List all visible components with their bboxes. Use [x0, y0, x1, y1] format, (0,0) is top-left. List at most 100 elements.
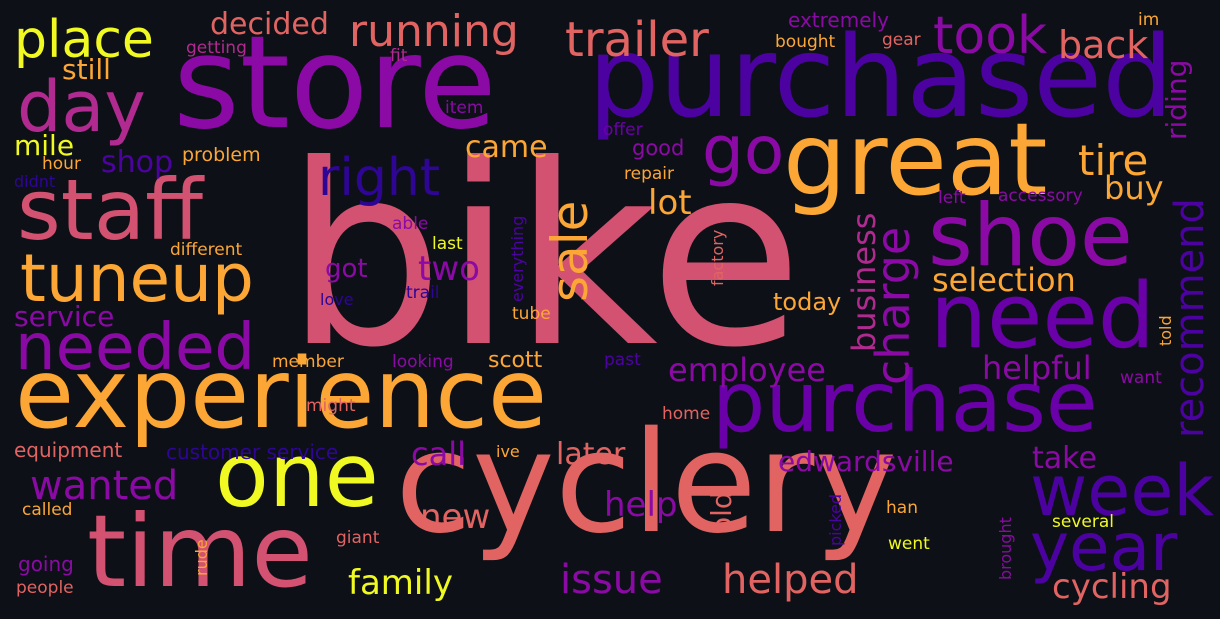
word-member: member	[272, 352, 344, 372]
word-need: need	[930, 264, 1155, 369]
word-didnt: didnt	[14, 172, 56, 191]
word-experience: experience	[15, 338, 548, 450]
word-hour: hour	[42, 154, 81, 174]
word-ive: ive	[496, 442, 520, 461]
word-still: still	[62, 53, 111, 86]
word-wanted: wanted	[30, 463, 179, 509]
word-tire: tire	[1078, 136, 1149, 185]
word-going: going	[18, 552, 74, 576]
word-purchase: purchase	[712, 353, 1098, 451]
word-bought: bought	[775, 32, 836, 52]
word-might: might	[306, 396, 356, 416]
word-place: place	[14, 10, 154, 70]
word-everything: everything	[508, 215, 527, 302]
word-shoe: shoe	[928, 186, 1133, 286]
word-trailer: trailer	[565, 12, 709, 68]
word-want: want	[1120, 368, 1162, 388]
word-later: later	[556, 437, 626, 472]
word-equipment: equipment	[14, 438, 123, 462]
word-past: past	[604, 350, 641, 370]
word-buy: buy	[1104, 169, 1164, 207]
word-selection: selection	[932, 261, 1076, 299]
word-running: running	[349, 6, 519, 57]
word-one: one	[215, 424, 379, 527]
word-old: old	[705, 491, 738, 534]
word-item: item	[445, 98, 484, 118]
word-tube: tube	[512, 304, 551, 324]
word-problem: problem	[182, 144, 261, 166]
word-lot: lot	[648, 183, 692, 223]
word-customer-service: customer service	[166, 440, 339, 464]
word-week: week	[1030, 450, 1214, 532]
word-sale: sale	[541, 200, 599, 302]
word-rude: rude	[192, 539, 211, 576]
word-people: people	[16, 578, 74, 598]
word-purchased: purchased	[588, 13, 1174, 143]
word-han: han	[886, 498, 918, 518]
word-helpful: helpful	[982, 349, 1092, 387]
word-helped: helped	[722, 557, 859, 603]
word-call: call	[411, 435, 466, 473]
word-came: came	[465, 130, 548, 165]
word-new: new	[420, 497, 491, 537]
word-edwardsville: edwardsville	[778, 445, 954, 478]
word-repair: repair	[624, 164, 674, 184]
word-issue: issue	[560, 557, 663, 603]
word-scott: scott	[488, 348, 543, 373]
word-went: went	[888, 534, 930, 554]
word-recommend: recommend	[1167, 198, 1213, 438]
word-extremely: extremely	[788, 8, 889, 32]
word-bike: bike	[285, 111, 803, 402]
word-home: home	[662, 404, 711, 424]
word-shop: shop	[101, 145, 174, 180]
word-called: called	[22, 500, 73, 520]
word-giant: giant	[336, 528, 380, 548]
word-today: today	[773, 288, 842, 316]
word-accessory: accessory	[998, 186, 1083, 206]
word-offer: offer	[603, 120, 643, 140]
word-looking: looking	[392, 352, 454, 372]
word-tuneup: tuneup	[20, 240, 254, 317]
word-year: year	[1030, 509, 1178, 586]
word-go: go	[702, 112, 785, 189]
word-left: left	[938, 188, 966, 208]
word-able: able	[392, 214, 429, 234]
word-decided: decided	[210, 7, 329, 42]
word-trail: trail	[406, 283, 440, 303]
word-told: told	[1156, 315, 1175, 346]
word-mile: mile	[14, 129, 75, 162]
word-riding: riding	[1160, 59, 1193, 140]
word-store: store	[173, 9, 497, 158]
word-service: service	[14, 300, 115, 333]
word-great: great	[783, 101, 1048, 218]
word-back: back	[1058, 23, 1149, 67]
word-brought: brought	[996, 517, 1015, 580]
word-employee: employee	[668, 351, 826, 389]
word-right: right	[318, 148, 441, 208]
word-factory: factory	[708, 229, 727, 286]
word-needed: needed	[15, 311, 255, 385]
word-different: different	[170, 240, 243, 260]
word-love: love	[320, 290, 354, 309]
word-got: got	[325, 254, 368, 284]
word-day: day	[17, 66, 146, 148]
word-time: time	[87, 493, 313, 610]
word-cycling: cycling	[1052, 567, 1172, 607]
word-took: took	[933, 6, 1048, 66]
word-picked: picked	[826, 493, 845, 546]
word-getting: getting	[186, 38, 247, 58]
word-help: help	[604, 485, 678, 525]
word-take: take	[1032, 441, 1097, 476]
word-two: two	[418, 249, 480, 289]
word-staff: staff	[17, 161, 204, 259]
word-last: last	[432, 234, 463, 254]
word-gear: gear	[882, 30, 921, 50]
word-family: family	[348, 563, 453, 603]
word-cyclery: cyclery	[395, 402, 898, 565]
word-good: good	[632, 136, 685, 160]
word-business: business	[845, 212, 883, 352]
word-several: several	[1052, 512, 1114, 532]
word-im: im	[1138, 10, 1160, 30]
word-fit: fit	[390, 46, 408, 66]
